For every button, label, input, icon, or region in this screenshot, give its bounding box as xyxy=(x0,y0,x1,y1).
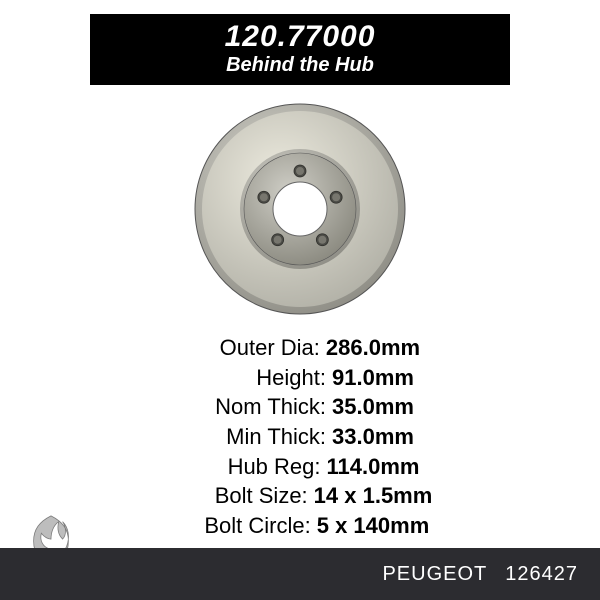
spec-list: Outer Dia: 286.0mm Height: 91.0mm Nom Th… xyxy=(90,329,510,553)
spec-value: 91.0mm xyxy=(332,363,414,393)
subtitle: Behind the Hub xyxy=(90,54,510,77)
part-number: 120.77000 xyxy=(90,20,510,54)
rotor-image xyxy=(90,85,510,329)
spec-label: Outer Dia: xyxy=(180,333,320,363)
spec-value: 35.0mm xyxy=(332,392,414,422)
spec-label: Nom Thick: xyxy=(186,392,326,422)
spec-value: 286.0mm xyxy=(326,333,420,363)
spec-row: Nom Thick: 35.0mm xyxy=(90,392,510,422)
footer-bar: PEUGEOT 126427 xyxy=(0,548,600,600)
spec-row: Height: 91.0mm xyxy=(90,363,510,393)
sku-label: 126427 xyxy=(505,563,578,586)
brake-rotor-icon xyxy=(190,99,410,319)
spec-label: Min Thick: xyxy=(186,422,326,452)
spec-row: Bolt Circle: 5 x 140mm xyxy=(90,511,510,541)
spec-label: Bolt Circle: xyxy=(171,511,311,541)
spec-value: 33.0mm xyxy=(332,422,414,452)
spec-row: Outer Dia: 286.0mm xyxy=(90,333,510,363)
spec-row: Bolt Size: 14 x 1.5mm xyxy=(90,481,510,511)
product-card: 120.77000 Behind the Hub xyxy=(90,14,510,553)
spec-value: 5 x 140mm xyxy=(317,511,430,541)
brand-label: PEUGEOT xyxy=(382,563,487,586)
spec-label: Hub Reg: xyxy=(181,452,321,482)
spec-value: 114.0mm xyxy=(327,452,420,482)
spec-label: Bolt Size: xyxy=(168,481,308,511)
card-header: 120.77000 Behind the Hub xyxy=(90,14,510,85)
spec-row: Min Thick: 33.0mm xyxy=(90,422,510,452)
spec-value: 14 x 1.5mm xyxy=(314,481,433,511)
spec-label: Height: xyxy=(186,363,326,393)
spec-row: Hub Reg: 114.0mm xyxy=(90,452,510,482)
